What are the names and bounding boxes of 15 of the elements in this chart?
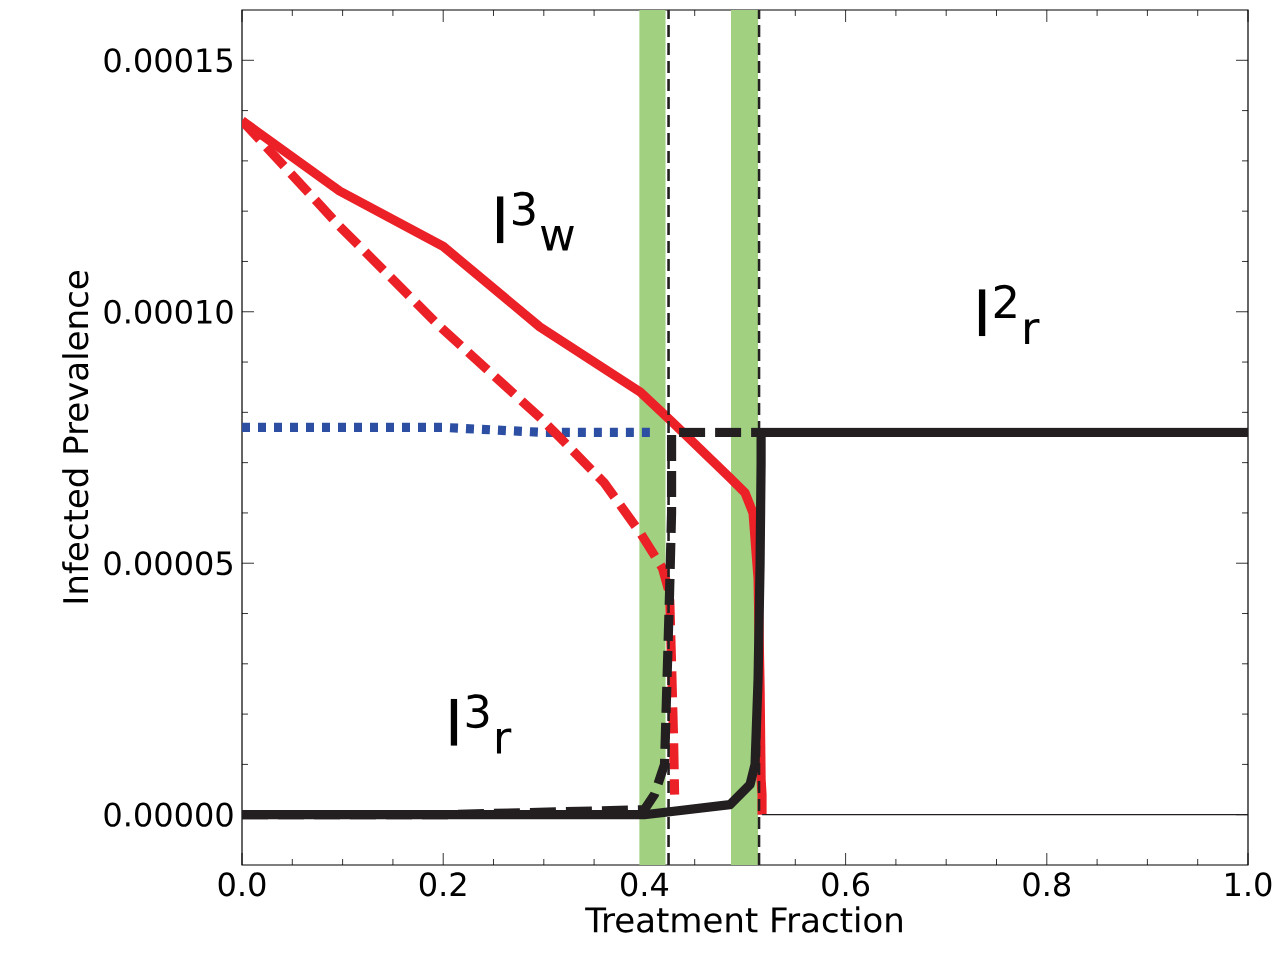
x-tick-label: 0.8 bbox=[1023, 872, 1071, 897]
annotation: I$^{2}$$_{r}$ bbox=[978, 284, 1040, 344]
y-axis-title: Infected Prevalence bbox=[62, 271, 89, 603]
y-tick-label: 0.00005 bbox=[104, 551, 232, 576]
y-tick-label: 0.00000 bbox=[104, 802, 233, 827]
x-tick-label: 0.4 bbox=[621, 872, 669, 897]
annotation: I$^{3}$$_{r}$ bbox=[450, 694, 512, 754]
y-tick-label: 0.00010 bbox=[104, 299, 233, 324]
x-tick-label: 0.6 bbox=[822, 872, 870, 897]
x-tick-label: 0.2 bbox=[419, 872, 466, 897]
annotation: I$^{3}$$_{w}$ bbox=[497, 191, 574, 251]
x-tick-label: 0.0 bbox=[218, 872, 266, 897]
y-tick-label: 0.00015 bbox=[104, 48, 232, 73]
x-axis-title: Treatment Fraction bbox=[585, 906, 902, 933]
x-tick-label: 1.0 bbox=[1226, 872, 1272, 897]
